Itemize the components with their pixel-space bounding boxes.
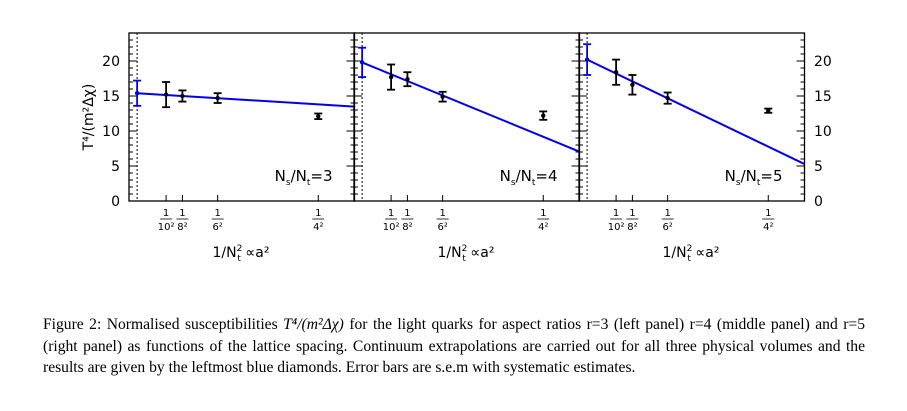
y-tick-label-left: 20 [102, 54, 120, 70]
x-tick-numerator: 1 [540, 208, 546, 219]
x-tick-numerator: 1 [629, 208, 635, 219]
y-axis-label: T⁴/(m²Δχ) [81, 84, 97, 152]
figure-caption: Figure 2: Normalised susceptibilities T⁴… [43, 314, 865, 379]
x-tick-numerator: 1 [439, 208, 445, 219]
data-point-marker [180, 93, 185, 99]
panel-label-part: N [275, 167, 286, 185]
data-point-marker [388, 74, 394, 80]
x-axis-label-part: 2 [687, 244, 693, 254]
x-tick-numerator: 1 [664, 208, 670, 219]
continuum-point-marker [359, 60, 365, 65]
x-tick-denominator: 6² [437, 222, 447, 233]
y-tick-label-left: 5 [111, 159, 120, 175]
data-point-marker [316, 114, 321, 119]
x-tick-denominator: 4² [313, 222, 323, 233]
x-axis-label-part: t [687, 254, 691, 264]
panel-label-part: =3 [310, 167, 332, 185]
x-axis-label: 1/N2 t ∝a² [437, 244, 494, 264]
x-axis-label-part: 2 [237, 244, 243, 254]
panel-label-part: /N [516, 167, 532, 185]
x-axis-label-part: 1/N [212, 245, 236, 261]
x-tick-numerator: 1 [179, 208, 185, 219]
y-tick-label-right: 10 [814, 124, 832, 140]
y-tick-label-right: 15 [814, 89, 832, 105]
panel-label: Ns/Nt=5 [725, 167, 783, 188]
x-axis-label-part: 1/N [662, 245, 686, 261]
x-tick-denominator: 4² [763, 222, 773, 233]
x-axis-label-part: ∝a² [241, 245, 270, 261]
y-tick-label-left: 15 [102, 89, 120, 105]
panel-label-part: =5 [760, 167, 782, 185]
panel-label-part: t [532, 178, 536, 188]
y-tick-label-right: 5 [814, 159, 823, 175]
x-axis-label: 1/N2 t ∝a² [662, 244, 719, 264]
x-tick-denominator: 10² [383, 222, 400, 233]
x-axis-label-part: t [237, 254, 241, 264]
x-axis-label-part: ∝a² [466, 245, 495, 261]
panel-label-part: s [736, 178, 741, 188]
x-axis-label: 1/N2 t ∝a² [212, 244, 269, 264]
x-axis-label-part: 2 [462, 244, 468, 254]
x-axis-label-part: t [462, 254, 466, 264]
x-tick-denominator: 10² [608, 222, 625, 233]
x-tick-denominator: 10² [158, 222, 175, 233]
y-tick-label-right: 0 [814, 194, 823, 210]
panel-label-part: /N [291, 167, 307, 185]
panel-label: Ns/Nt=4 [500, 167, 558, 188]
data-point-marker [541, 113, 546, 118]
x-tick-numerator: 1 [214, 208, 220, 219]
fit-line [586, 58, 805, 165]
x-tick-numerator: 1 [388, 208, 394, 219]
data-point-marker [215, 95, 220, 101]
x-tick-denominator: 4² [538, 222, 548, 233]
y-tick-label-left: 10 [102, 124, 120, 140]
panel-label-part: s [511, 178, 516, 188]
x-axis-label-part: ∝a² [691, 245, 720, 261]
x-tick-denominator: 6² [662, 222, 672, 233]
caption-math: T⁴/(m²Δχ) [283, 316, 344, 333]
data-point-marker [766, 108, 771, 113]
x-tick-numerator: 1 [315, 208, 321, 219]
panel-label: Ns/Nt=3 [275, 167, 333, 188]
x-tick-denominator: 8² [402, 222, 412, 233]
y-tick-label-right: 20 [814, 54, 832, 70]
data-point-marker [613, 70, 619, 75]
panel-label-part: t [757, 178, 761, 188]
data-point-marker [440, 94, 445, 99]
panel-label-part: s [286, 178, 291, 188]
x-tick-denominator: 8² [177, 222, 187, 233]
caption-text-rest: for the light quarks for aspect ratios r… [43, 316, 865, 376]
continuum-point-marker [584, 57, 590, 62]
data-point-marker [163, 92, 169, 97]
x-axis-label-part: 1/N [437, 245, 461, 261]
data-point-marker [405, 77, 410, 82]
x-tick-numerator: 1 [404, 208, 410, 219]
x-tick-numerator: 1 [613, 208, 619, 219]
caption-text-start: Normalised susceptibilities [106, 316, 278, 333]
x-tick-denominator: 8² [627, 222, 637, 233]
x-tick-denominator: 6² [212, 222, 222, 233]
panel-label-part: /N [741, 167, 757, 185]
x-tick-numerator: 1 [163, 208, 169, 219]
data-point-marker [630, 82, 635, 88]
caption-label: Figure 2: [43, 316, 102, 333]
y-tick-label-left: 0 [111, 194, 120, 210]
fit-line [137, 92, 355, 108]
data-point-marker [665, 95, 670, 101]
continuum-point-marker [134, 91, 140, 96]
x-tick-numerator: 1 [765, 208, 771, 219]
fit-line [361, 61, 580, 153]
panel-label-part: =4 [535, 167, 557, 185]
panel-label-part: t [307, 178, 311, 188]
panel-label-part: N [500, 167, 511, 185]
panel-label-part: N [725, 167, 736, 185]
